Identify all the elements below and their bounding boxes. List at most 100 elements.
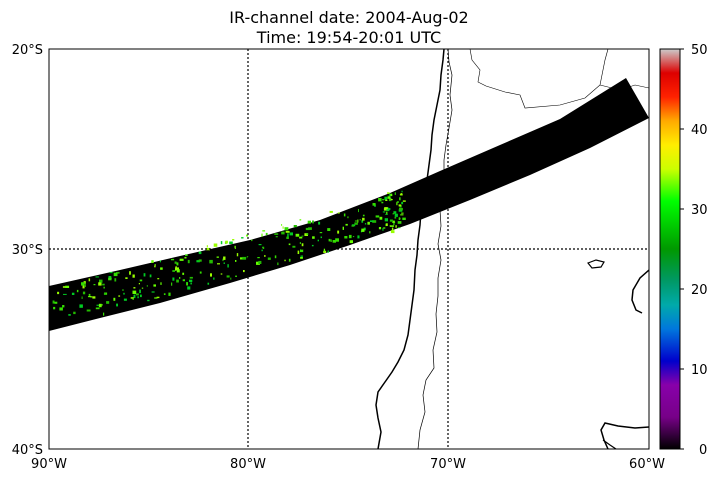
- cloud-pixel: [210, 273, 212, 277]
- cloud-pixel: [383, 208, 387, 211]
- cloud-pixel: [160, 282, 162, 285]
- cloud-pixel: [323, 248, 326, 252]
- cloud-pixel: [395, 225, 397, 228]
- cloud-pixel: [136, 293, 139, 296]
- cloud-features: [52, 190, 406, 316]
- cloud-pixel: [307, 220, 311, 224]
- cloud-pixel: [394, 192, 396, 195]
- cloud-pixel: [122, 289, 124, 291]
- cloud-pixel: [103, 312, 105, 316]
- cloud-pixel: [400, 214, 404, 216]
- cloud-pixel: [399, 197, 401, 201]
- cloud-pixel: [388, 197, 392, 202]
- cloud-pixel: [95, 307, 100, 310]
- cloud-pixel: [226, 275, 230, 278]
- cloud-pixel: [62, 305, 65, 308]
- cloud-pixel: [352, 236, 355, 238]
- cloud-pixel: [387, 192, 390, 194]
- cloud-pixel: [297, 250, 300, 254]
- cloud-pixel: [57, 291, 60, 295]
- cloud-pixel: [299, 219, 302, 221]
- cloud-pixel: [312, 220, 314, 224]
- cloud-pixel: [125, 277, 128, 279]
- lake: [587, 259, 605, 269]
- cloud-pixel: [52, 300, 55, 304]
- cloud-pixel: [397, 221, 402, 224]
- cloud-pixel: [398, 218, 401, 220]
- lat-tick-30s: 30°S: [12, 243, 43, 258]
- cloud-pixel: [168, 292, 171, 296]
- cloud-pixel: [398, 227, 401, 229]
- cloud-pixel: [234, 245, 236, 249]
- cloud-pixel: [354, 222, 358, 225]
- cloud-pixel: [139, 289, 141, 294]
- cloud-pixel: [391, 227, 394, 231]
- cloud-pixel: [258, 244, 262, 246]
- cloud-pixel: [385, 223, 388, 226]
- cloud-pixel: [160, 267, 163, 270]
- cloud-pixel: [274, 233, 279, 235]
- cloud-pixel: [138, 283, 140, 285]
- cloud-pixel: [382, 211, 386, 213]
- cloud-pixel: [265, 232, 268, 236]
- cloud-pixel: [123, 298, 127, 301]
- cloud-pixel: [305, 227, 310, 231]
- cloud-pixel: [390, 230, 395, 234]
- cloud-pixel: [285, 230, 290, 233]
- cloud-pixel: [84, 284, 86, 287]
- cloud-pixel: [304, 233, 308, 236]
- cloud-pixel: [132, 298, 134, 300]
- cloud-pixel: [257, 257, 260, 259]
- cloud-pixel: [100, 304, 103, 306]
- cloud-pixel: [332, 240, 336, 243]
- colorbar: [659, 48, 681, 450]
- cloud-pixel: [284, 227, 289, 231]
- cloud-pixel: [267, 257, 271, 260]
- cloud-pixel: [174, 261, 177, 264]
- cloud-pixel: [383, 227, 386, 229]
- cloud-pixel: [157, 278, 160, 280]
- cloud-pixel: [258, 260, 262, 264]
- cloud-pixel: [401, 212, 404, 214]
- cloud-pixel: [99, 279, 103, 283]
- cloud-pixel: [93, 284, 96, 286]
- cloud-pixel: [108, 276, 112, 278]
- cloud-pixel: [147, 299, 150, 302]
- cloud-pixel: [295, 233, 300, 237]
- cloud-pixel: [179, 277, 181, 279]
- cloud-pixel: [282, 226, 284, 229]
- cloud-pixel: [362, 214, 365, 217]
- coastline-chile: [375, 49, 445, 449]
- cloud-pixel: [86, 309, 91, 312]
- cloud-pixel: [347, 216, 349, 219]
- cloud-pixel: [299, 242, 301, 244]
- cloud-pixel: [289, 232, 293, 236]
- cloud-pixel: [53, 306, 56, 310]
- cloud-pixel: [348, 234, 352, 239]
- cloud-pixel: [151, 291, 155, 293]
- cloud-pixel: [163, 293, 166, 295]
- cloud-pixel: [229, 241, 233, 244]
- cloud-pixel: [386, 211, 388, 215]
- cloud-pixel: [301, 243, 304, 247]
- cloud-pixel: [199, 271, 202, 274]
- cloud-pixel: [98, 282, 102, 286]
- cloud-pixel: [132, 274, 135, 278]
- cloud-pixel: [342, 226, 344, 230]
- cloud-pixel: [154, 265, 156, 268]
- cloud-pixel: [76, 289, 79, 293]
- cloud-pixel: [299, 236, 303, 239]
- cloud-pixel: [176, 279, 179, 283]
- cloud-pixel: [154, 264, 156, 266]
- cloud-pixel: [344, 236, 348, 239]
- cloud-pixel: [187, 259, 190, 264]
- cloud-pixel: [261, 233, 263, 237]
- cloud-pixel: [213, 243, 218, 247]
- cloud-pixel: [385, 199, 388, 201]
- cloud-pixel: [235, 275, 237, 277]
- cloud-pixel: [393, 211, 397, 214]
- cloud-pixel: [106, 301, 110, 304]
- cloud-pixel: [241, 237, 244, 239]
- colorbar-tick-50: 50: [691, 43, 708, 58]
